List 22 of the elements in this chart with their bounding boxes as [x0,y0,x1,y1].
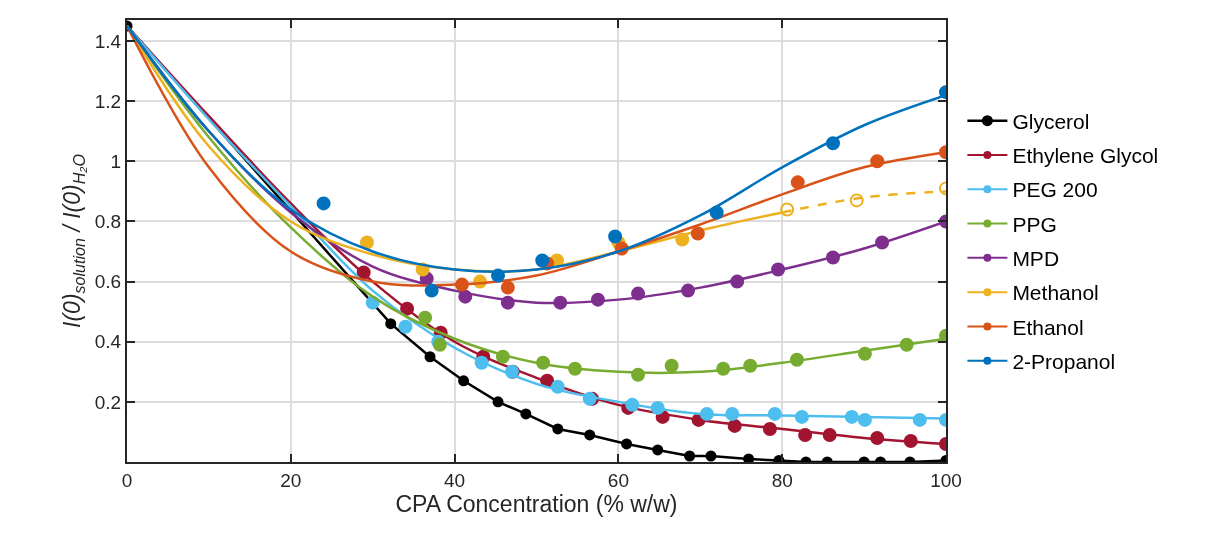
legend-label: PPG [1012,212,1057,236]
y-tick-label: 1.2 [94,90,122,112]
legend-label: Methanol [1012,281,1099,305]
y-tick-label: 0.8 [94,211,122,233]
x-tick-label: 80 [771,469,793,491]
legend-label: Ethanol [1012,315,1084,339]
x-tick-label: 40 [444,469,466,491]
x-tick-label: 20 [280,469,302,491]
legend-label: Glycerol [1012,109,1090,133]
x-tick-label: 100 [930,469,962,491]
x-axis-title: CPA Concentration (% w/w) [395,490,678,517]
legend-label: Ethylene Glycol [1012,144,1159,168]
x-tick-label: 60 [607,469,629,491]
y-tick-label: 1 [110,150,122,172]
legend-label: MPD [1012,247,1060,271]
y-tick-label: 0.2 [94,391,122,413]
legend-label: 2-Propanol [1012,349,1116,373]
x-tick-label: 0 [121,469,133,491]
y-tick-label: 0.4 [94,331,122,353]
legend-label: PEG 200 [1012,178,1098,202]
y-tick-label: 1.4 [94,30,122,52]
y-tick-label: 0.6 [94,271,122,293]
